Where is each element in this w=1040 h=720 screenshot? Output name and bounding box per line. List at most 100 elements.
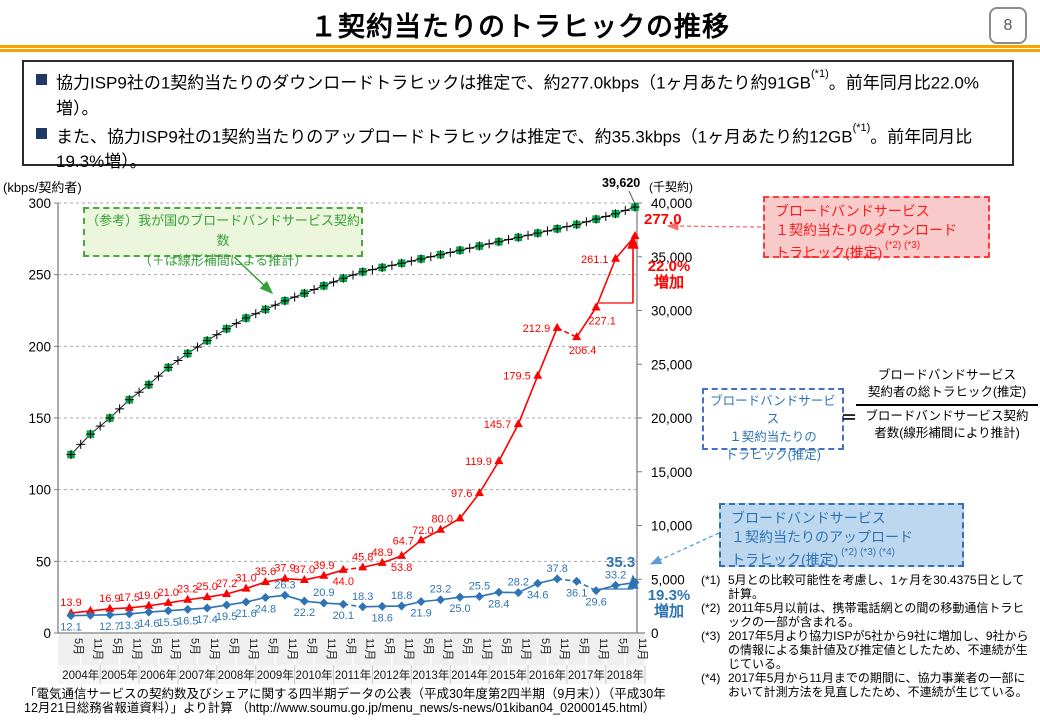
upload-data-label: 37.8 <box>546 563 567 575</box>
upload-data-label: 16.5 <box>177 615 198 627</box>
upload-marker <box>474 591 484 601</box>
footnotes: (*1) 5月との比較可能性を考慮し、1ヶ月を30.4375日として計算。 (*2… <box>701 573 1033 699</box>
download-legend-footmarks: (*2) (*3) <box>882 240 921 251</box>
upload-marker <box>85 610 95 620</box>
x-month-label: 11月 <box>130 638 142 660</box>
footnote-4-text: 2017年5月から11月までの期間に、協力事業者の一部において計測方法を見直した… <box>728 671 1028 699</box>
download-data-label: 44.0 <box>333 576 354 588</box>
footnote-1-text: 5月との比較可能性を考慮し、1ヶ月を30.4375日として計算。 <box>728 573 1025 601</box>
download-marker <box>416 535 426 544</box>
x-year-label: 2014年 <box>451 668 488 682</box>
download-data-label: 27.2 <box>216 578 237 590</box>
contracts-note-box: （参考）我が国のブロードバンドサービス契約数 （＋は線形補間による推計） <box>83 207 363 268</box>
x-month-label: 11月 <box>403 638 415 660</box>
download-segment <box>207 593 227 598</box>
upload-data-label: 28.4 <box>488 598 509 610</box>
upload-legend-box: ブロードバンドサービス １契約当たりのアップロード トラヒック(推定) (*2)… <box>719 503 964 568</box>
upload-data-label: 18.6 <box>371 612 392 624</box>
right-tick-label: 40,000 <box>651 196 692 211</box>
x-year-label: 2013年 <box>412 668 449 682</box>
summary-text-1-sup: (*1) <box>811 68 829 80</box>
bullet-square-icon <box>36 127 47 139</box>
upload-legend-line1: ブロードバンドサービス <box>731 510 886 526</box>
download-marker <box>105 603 115 612</box>
upload-marker <box>202 603 212 613</box>
right-tick-label: 15,000 <box>651 465 692 480</box>
download-marker <box>436 524 446 533</box>
left-tick-label: 200 <box>28 339 51 354</box>
upload-marker <box>144 607 154 617</box>
summary-bullet-1: 協力ISP9社の1契約当たりのダウンロードトラヒックは推定で、約277.0kbp… <box>34 67 1002 121</box>
source-note: 「電気通信サービスの契約数及びシェアに関する四半期データの公表（平成30年度第2… <box>24 687 666 715</box>
formula-denominator-line1: ブロードバンドサービス契約 <box>865 409 1029 423</box>
x-month-label: 5月 <box>578 638 590 655</box>
upload-data-label: 26.3 <box>274 579 295 591</box>
upload-data-label: 36.1 <box>566 587 587 599</box>
right-tick-label: 10,000 <box>651 519 692 534</box>
upload-marker <box>377 601 387 611</box>
upload-marker <box>338 599 348 609</box>
x-month-label: 5月 <box>500 638 512 655</box>
left-tick-label: 150 <box>28 411 51 426</box>
download-segment <box>517 375 539 425</box>
x-month-label: 5月 <box>305 638 317 655</box>
x-year-label: 2008年 <box>218 668 255 682</box>
download-data-label: 23.2 <box>177 584 198 596</box>
page-title: １契約当たりのトラヒックの推移 <box>310 12 730 42</box>
left-axis-title: (kbps/契約者) <box>3 180 82 195</box>
x-month-label: 11月 <box>247 638 259 660</box>
x-year-label: 2007年 <box>179 668 216 682</box>
download-marker <box>630 230 640 239</box>
x-month-label: 11月 <box>91 638 103 660</box>
contracts-note-line2: （＋は線形補間による推計） <box>138 253 308 268</box>
upload-marker <box>319 598 329 608</box>
upload-marker <box>552 574 562 584</box>
x-month-label: 11月 <box>325 638 337 660</box>
upload-data-label: 18.8 <box>391 590 412 602</box>
upload-data-label: 29.6 <box>585 597 606 609</box>
summary-text-1: 協力ISP9社の1契約当たりのダウンロードトラヒックは推定で、約277.0kbp… <box>56 67 1002 121</box>
download-data-label: 39.9 <box>313 560 334 572</box>
year-row-bg <box>58 665 645 684</box>
download-marker <box>241 583 251 592</box>
x-month-label: 5月 <box>266 638 278 655</box>
x-year-label: 2018年 <box>607 668 644 682</box>
download-marker <box>163 597 173 606</box>
download-legend-line3: トラヒック(推定) (*2) (*3) <box>775 240 988 263</box>
download-marker <box>611 253 621 262</box>
download-marker <box>85 605 95 614</box>
footnote-1: (*1) 5月との比較可能性を考慮し、1ヶ月を30.4375日として計算。 <box>701 573 1033 601</box>
upload-marker <box>222 600 232 610</box>
download-data-label: 48.9 <box>371 547 392 559</box>
footnote-4: (*4) 2017年5月から11月までの期間に、協力事業者の一部において計測方法を… <box>701 671 1033 699</box>
download-data-label: 35.6 <box>255 566 276 578</box>
upload-marker <box>436 595 446 605</box>
x-month-label: 11月 <box>442 638 454 660</box>
download-data-label: 145.7 <box>484 419 512 431</box>
download-data-label: 261.1 <box>581 254 609 266</box>
download-segment <box>459 492 481 519</box>
x-year-label: 2005年 <box>101 668 138 682</box>
x-month-label: 11月 <box>286 638 298 660</box>
upload-data-label: 18.3 <box>352 591 373 603</box>
x-year-label: 2017年 <box>568 668 605 682</box>
contracts-value-label: 39,620 <box>602 176 641 190</box>
right-tick-label: 0 <box>651 626 659 641</box>
x-month-label: 5月 <box>461 638 473 655</box>
download-segment <box>265 577 286 583</box>
download-data-label: 72.0 <box>412 525 433 537</box>
download-marker <box>552 322 562 331</box>
download-marker <box>533 370 543 379</box>
download-data-label: 21.0 <box>158 587 179 599</box>
upload-data-label: 25.0 <box>449 603 470 615</box>
formula-equals: ＝ <box>841 410 858 427</box>
upload-marker <box>299 596 309 606</box>
download-data-label: 25.0 <box>196 581 217 593</box>
x-month-label: 5月 <box>189 638 201 655</box>
footnote-2-mark: (*2) <box>701 601 721 615</box>
download-marker <box>455 513 465 522</box>
fraction-bar <box>856 404 1038 406</box>
upload-legend-line2: １契約当たりのアップロード <box>731 529 913 545</box>
download-segment <box>284 577 305 581</box>
upload-data-label: 25.5 <box>469 580 490 592</box>
